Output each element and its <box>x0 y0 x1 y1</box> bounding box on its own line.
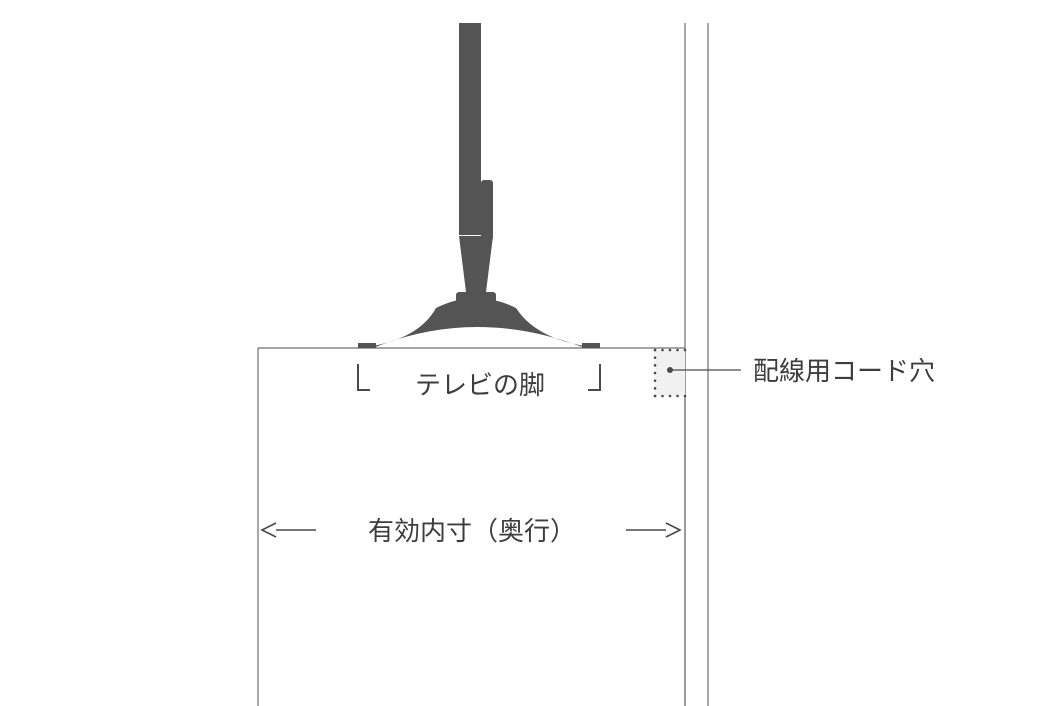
cord-hole-dot <box>654 395 657 398</box>
legs-label-text: テレビの脚 <box>415 370 545 400</box>
cord-hole-dot <box>669 395 672 398</box>
cord-hole-dot <box>661 349 664 352</box>
cord-hole-dot <box>684 395 687 398</box>
cord-hole-dot <box>684 349 687 352</box>
cord-hole-dot <box>654 372 657 375</box>
cord-hole-dot <box>654 379 657 382</box>
tv-neck-joint <box>456 292 496 312</box>
cord-hole-label: 配線用コード穴 <box>753 356 935 386</box>
cord-hole-dot <box>661 395 664 398</box>
depth-label-text: 有効内寸（奥行） <box>368 516 576 546</box>
cord-hole-dot <box>654 387 657 390</box>
cord-hole-dot <box>654 356 657 359</box>
tv-foot-right <box>582 343 600 348</box>
cord-hole-dot <box>669 349 672 352</box>
cord-hole-dot <box>676 349 679 352</box>
tv-back-bump <box>481 180 493 240</box>
cord-hole-dot <box>676 395 679 398</box>
cord-hole-dot <box>654 364 657 367</box>
tv-foot-left <box>358 343 376 348</box>
canvas-bg <box>0 0 1060 706</box>
cord-hole-dot <box>654 349 657 352</box>
tv-panel <box>459 23 481 235</box>
